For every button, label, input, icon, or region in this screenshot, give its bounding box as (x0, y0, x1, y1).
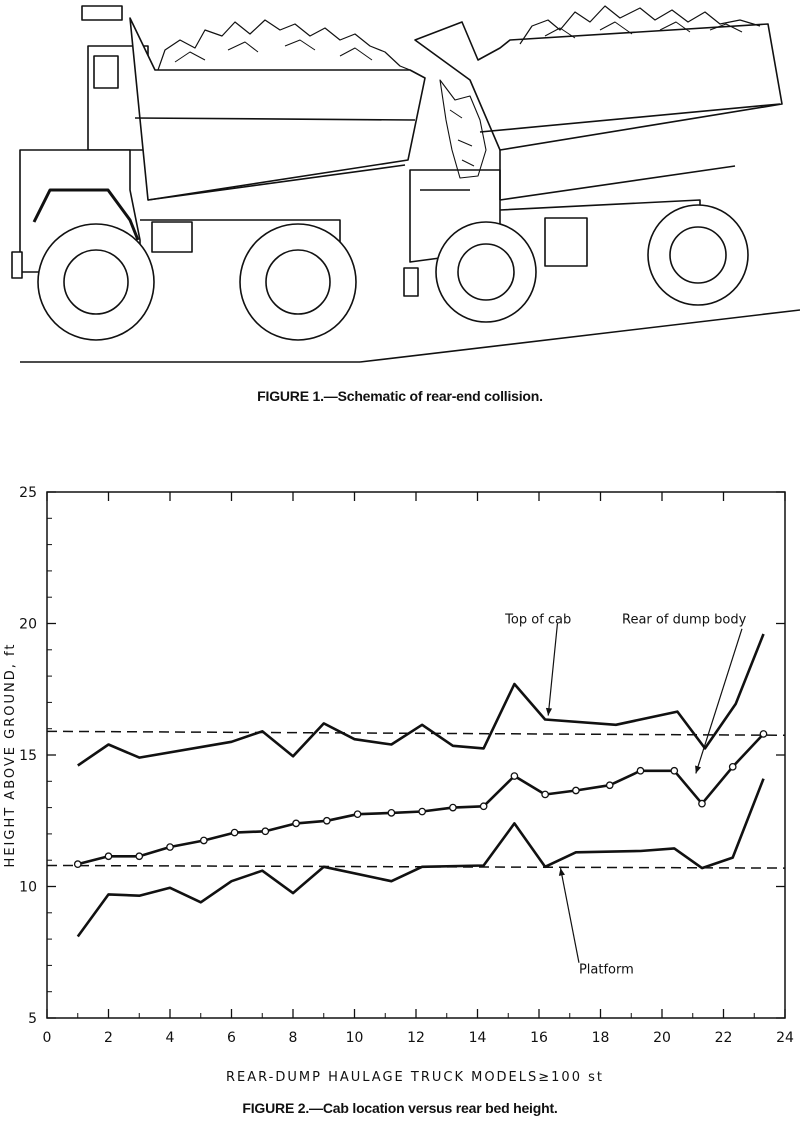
series-point-rear-of-dump-body (728, 762, 737, 771)
x-tick-label: 18 (592, 1030, 610, 1046)
annotation-arrowhead-rear-of-dump-body (695, 765, 702, 774)
x-tick-label: 20 (653, 1030, 671, 1046)
annotation-platform: Platform (579, 962, 634, 977)
series-point-rear-of-dump-body (636, 766, 645, 775)
series-point-rear-of-dump-body (698, 799, 706, 808)
series-point-rear-of-dump-body (104, 852, 113, 861)
x-tick-label: 22 (715, 1030, 733, 1046)
left-truck (11, 5, 426, 341)
series-line-top-of-cab (77, 633, 765, 767)
x-tick-label: 16 (530, 1030, 548, 1046)
series-point-rear-of-dump-body (387, 809, 396, 817)
x-tick-label: 8 (289, 1030, 298, 1046)
series-point-rear-of-dump-body (418, 807, 426, 816)
figure-1-caption: FIGURE 1.—Schematic of rear-end collisio… (257, 388, 543, 404)
x-tick-label: 2 (104, 1030, 113, 1046)
x-tick-label: 24 (776, 1030, 794, 1046)
annotation-leader-platform (559, 867, 580, 963)
x-tick-label: 4 (166, 1030, 175, 1046)
series-line-platform (76, 778, 765, 938)
annotation-rear-of-dump-body: Rear of dump body (622, 613, 747, 628)
x-tick-label: 12 (407, 1030, 425, 1046)
y-tick-label: 5 (28, 1011, 37, 1027)
series-point-rear-of-dump-body (261, 827, 270, 836)
annotation-arrowhead-top-of-cab (545, 707, 553, 716)
series-point-rear-of-dump-body (322, 816, 331, 825)
series-point-rear-of-dump-body (199, 836, 208, 845)
annotation-leader-top-of-cab (547, 623, 559, 716)
y-tick-label: 20 (19, 617, 37, 633)
annotation-arrowhead-platform (558, 868, 565, 876)
ground-line-right (359, 309, 800, 363)
x-tick-label: 10 (346, 1030, 364, 1046)
series-point-rear-of-dump-body (353, 810, 362, 819)
x-tick-label: 14 (469, 1030, 487, 1046)
rear-end-collision-illustration (11, 5, 800, 363)
series-point-rear-of-dump-body (230, 828, 239, 837)
y-tick-label: 10 (19, 880, 37, 896)
right-truck (403, 5, 783, 323)
y-tick-label: 15 (19, 748, 37, 764)
series-point-rear-of-dump-body (605, 781, 614, 790)
series-point-rear-of-dump-body (670, 766, 679, 775)
series-point-rear-of-dump-body (510, 772, 519, 780)
y-tick-label: 25 (19, 485, 37, 501)
x-tick-label: 0 (43, 1030, 52, 1046)
series-point-rear-of-dump-body (449, 803, 457, 812)
series-point-rear-of-dump-body (135, 852, 144, 861)
series-point-rear-of-dump-body (292, 819, 300, 828)
reference-line-1 (46, 730, 786, 737)
series-point-rear-of-dump-body (572, 786, 580, 795)
x-tick-label: 6 (227, 1030, 236, 1046)
series-point-rear-of-dump-body (166, 843, 174, 851)
series-line-rear-of-dump-body (77, 733, 765, 866)
reference-line-2 (46, 864, 786, 869)
series-point-rear-of-dump-body (479, 802, 488, 811)
x-axis-title: REAR-DUMP HAULAGE TRUCK MODELS≥100 st (226, 1070, 604, 1085)
figure-2-caption: FIGURE 2.—Cab location versus rear bed h… (242, 1100, 558, 1116)
annotation-top-of-cab: Top of cab (504, 613, 571, 628)
series-point-rear-of-dump-body (541, 790, 550, 799)
series-point-rear-of-dump-body (759, 730, 768, 738)
annotation-leader-rear-of-dump-body (695, 628, 743, 774)
series-point-rear-of-dump-body (73, 860, 82, 868)
y-axis-title: HEIGHT ABOVE GROUND, ft (3, 643, 18, 868)
